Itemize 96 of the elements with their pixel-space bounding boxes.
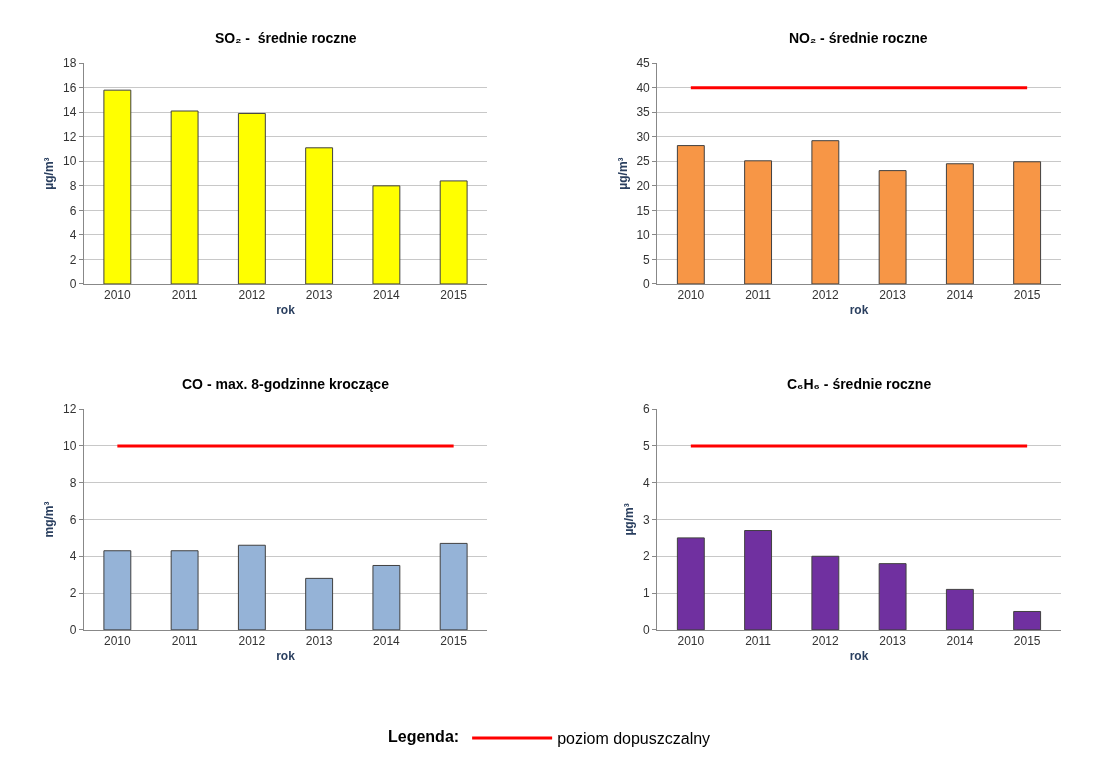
y-tick-label: 8 [69, 179, 77, 194]
chart-title: NO₂ - średnie roczne [789, 30, 928, 46]
y-axis-title: µg/m³ [622, 503, 637, 536]
y-axis-title: µg/m³ [42, 157, 57, 190]
y-tick-label: 2 [69, 586, 77, 601]
x-axis-title: rok [276, 303, 296, 318]
bar [170, 550, 199, 630]
bar [372, 564, 401, 630]
y-tick-label: 2 [69, 252, 77, 267]
bar [305, 577, 334, 630]
y-tick-label: 8 [69, 475, 77, 490]
x-tick-label: 2015 [1013, 288, 1041, 303]
y-tick-label: 1 [643, 586, 651, 601]
bar [744, 160, 773, 284]
y-tick-label: 3 [643, 512, 651, 527]
x-tick-label: 2015 [440, 634, 468, 649]
x-axis-title: rok [849, 303, 869, 318]
y-tick-label: 6 [69, 512, 77, 527]
y-axis-title: µg/m³ [615, 157, 630, 190]
y-tick-label: 35 [636, 105, 651, 120]
x-tick-label: 2012 [812, 634, 840, 649]
bar [811, 555, 840, 630]
x-tick-label: 2011 [171, 634, 198, 649]
x-tick-label: 2012 [238, 634, 266, 649]
y-tick-label: 15 [636, 203, 651, 218]
bar [676, 145, 705, 284]
x-axis-title: rok [276, 649, 296, 664]
x-tick-label: 2010 [104, 634, 132, 649]
bar [439, 542, 468, 630]
bar [1013, 610, 1042, 630]
x-tick-label: 2013 [879, 288, 907, 303]
bar [237, 112, 266, 284]
x-tick-label: 2015 [1013, 634, 1041, 649]
y-tick-label: 6 [643, 402, 651, 417]
y-tick-label: 0 [643, 623, 651, 638]
bar [439, 180, 468, 284]
bar [945, 588, 974, 630]
y-tick-label: 18 [62, 56, 77, 71]
chart-title: SO₂ - średnie roczne [215, 30, 357, 46]
x-tick-label: 2014 [946, 288, 974, 303]
chart-title: CO - max. 8-godzinne kroczące [182, 376, 390, 392]
x-tick-label: 2010 [677, 288, 705, 303]
y-tick-label: 25 [636, 154, 651, 169]
y-tick-label: 0 [643, 277, 651, 292]
x-axis-title: rok [849, 649, 869, 664]
x-tick-label: 2014 [373, 288, 401, 303]
bar [103, 550, 132, 630]
y-tick-label: 16 [62, 80, 77, 95]
y-tick-label: 6 [69, 203, 77, 218]
bar [1013, 161, 1042, 284]
y-tick-label: 10 [636, 228, 651, 243]
legend-label: poziom dopuszczalny [557, 730, 711, 748]
y-axis-title: mg/m³ [42, 501, 57, 538]
y-tick-label: 4 [643, 475, 651, 490]
x-tick-label: 2013 [305, 288, 333, 303]
x-tick-label: 2015 [440, 288, 468, 303]
y-tick-label: 12 [62, 402, 77, 417]
y-tick-label: 10 [62, 439, 77, 454]
bar [103, 89, 132, 284]
x-tick-label: 2012 [238, 288, 266, 303]
y-tick-label: 45 [636, 56, 651, 71]
bar [676, 537, 705, 630]
bar [811, 140, 840, 284]
x-tick-label: 2013 [879, 634, 907, 649]
y-tick-label: 12 [62, 129, 77, 144]
bar [305, 147, 334, 284]
y-tick-label: 14 [62, 105, 77, 120]
bar [744, 530, 773, 630]
bar [878, 170, 907, 284]
bar [237, 544, 266, 630]
y-tick-label: 2 [643, 549, 651, 564]
y-tick-label: 40 [636, 80, 651, 95]
legend-title: Legenda: [388, 727, 460, 745]
x-tick-label: 2014 [946, 634, 974, 649]
x-tick-label: 2011 [745, 634, 772, 649]
bar [945, 163, 974, 284]
bar [170, 110, 199, 284]
bar [372, 185, 401, 284]
x-tick-label: 2010 [677, 634, 705, 649]
chart-title: C₆H₆ - średnie roczne [787, 376, 932, 392]
x-tick-label: 2010 [104, 288, 132, 303]
x-tick-label: 2013 [305, 634, 333, 649]
y-tick-label: 0 [69, 277, 77, 292]
x-tick-label: 2012 [812, 288, 840, 303]
y-tick-label: 20 [636, 179, 651, 194]
x-tick-label: 2011 [745, 288, 772, 303]
bar [878, 563, 907, 630]
y-tick-label: 10 [62, 154, 77, 169]
y-tick-label: 5 [643, 252, 651, 267]
y-tick-label: 4 [69, 549, 77, 564]
x-tick-label: 2014 [373, 634, 401, 649]
x-tick-label: 2011 [171, 288, 198, 303]
y-tick-label: 0 [69, 623, 77, 638]
y-tick-label: 30 [636, 129, 651, 144]
y-tick-label: 4 [69, 228, 77, 243]
y-tick-label: 5 [643, 439, 651, 454]
